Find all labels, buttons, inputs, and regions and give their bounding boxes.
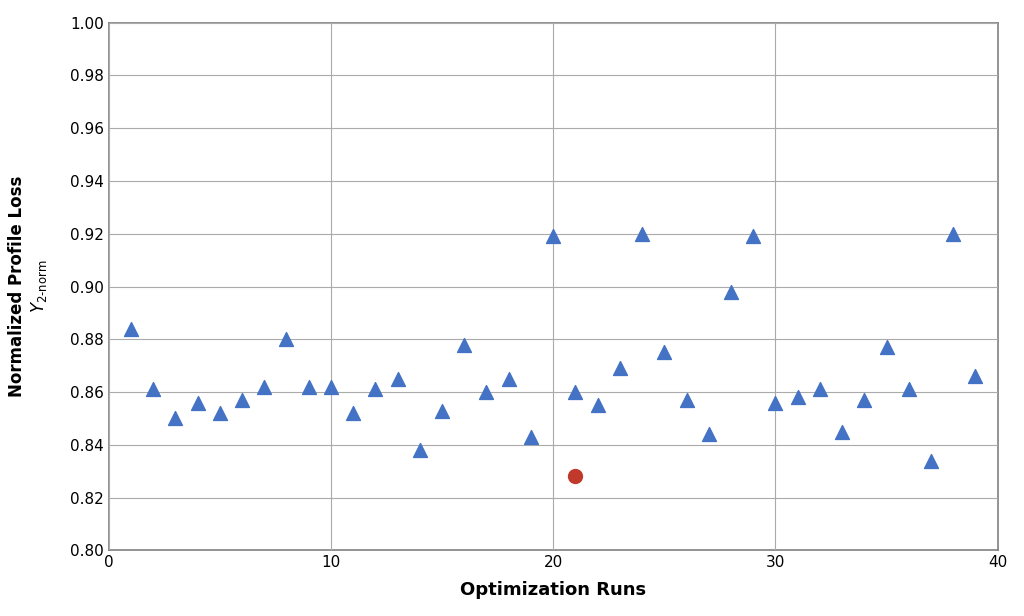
Point xyxy=(412,445,428,455)
Text: Normalized Profile Loss
$Y_{2\text{-norm}}$: Normalized Profile Loss $Y_{2\text{-norm… xyxy=(8,176,49,397)
Point xyxy=(233,395,250,405)
Point xyxy=(678,395,694,405)
Point xyxy=(256,382,272,392)
Point xyxy=(879,342,895,352)
Point xyxy=(968,371,984,381)
Point xyxy=(611,363,628,373)
X-axis label: Optimization Runs: Optimization Runs xyxy=(460,582,646,599)
Point xyxy=(767,398,783,408)
Point xyxy=(368,384,384,394)
Point xyxy=(300,382,316,392)
Point xyxy=(923,456,939,466)
Point xyxy=(700,429,717,439)
Point xyxy=(790,392,806,402)
Point xyxy=(123,324,139,334)
Point xyxy=(567,387,584,397)
Point xyxy=(656,347,673,357)
Point xyxy=(856,395,872,405)
Point xyxy=(144,384,161,394)
Point xyxy=(812,384,828,394)
Point xyxy=(434,405,451,415)
Point xyxy=(545,232,561,241)
Point xyxy=(478,387,495,397)
Point xyxy=(900,384,916,394)
Point xyxy=(323,382,339,392)
Point xyxy=(522,432,539,442)
Point xyxy=(590,400,606,410)
Point xyxy=(279,334,295,344)
Point xyxy=(456,339,472,349)
Point xyxy=(745,232,762,241)
Point xyxy=(723,287,739,297)
Point xyxy=(834,427,850,437)
Point xyxy=(167,413,183,423)
Point xyxy=(389,374,406,384)
Point xyxy=(567,472,584,482)
Point xyxy=(212,408,228,418)
Point xyxy=(634,229,650,238)
Point xyxy=(945,229,962,238)
Point xyxy=(189,398,206,408)
Point xyxy=(345,408,361,418)
Point xyxy=(501,374,517,384)
